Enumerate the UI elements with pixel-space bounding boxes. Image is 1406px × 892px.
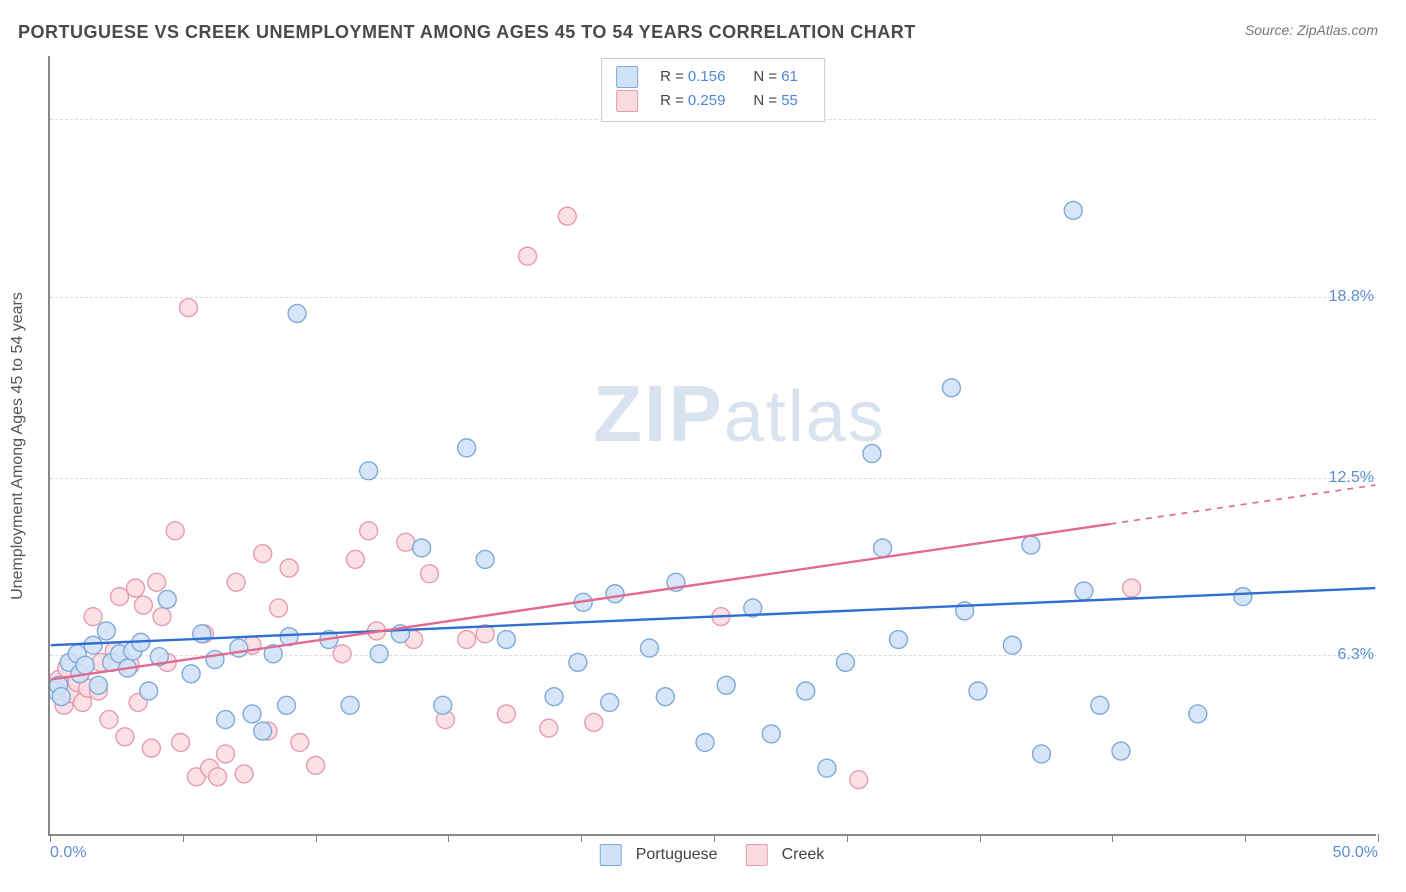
legend-swatch-creek: [746, 844, 768, 866]
stats-row-creek: R =0.259 N =55: [616, 89, 810, 113]
x-tick: [316, 834, 317, 842]
plot-area: ZIPatlas R =0.156 N =61 R =0.259 N =55 6…: [48, 56, 1376, 836]
trend-lines-layer: [50, 56, 1376, 834]
legend-item-creek: Creek: [746, 844, 825, 866]
correlation-stats-box: R =0.156 N =61 R =0.259 N =55: [601, 58, 825, 122]
page-title: PORTUGUESE VS CREEK UNEMPLOYMENT AMONG A…: [18, 22, 916, 43]
swatch-portuguese: [616, 66, 638, 88]
x-tick: [50, 834, 51, 842]
trendline-dashed-creek: [1110, 485, 1375, 524]
legend-swatch-portuguese: [600, 844, 622, 866]
trendline-portuguese: [51, 588, 1376, 645]
legend-label: Creek: [782, 846, 825, 864]
legend-item-portuguese: Portuguese: [600, 844, 718, 866]
legend-bottom: Portuguese Creek: [600, 844, 825, 866]
x-tick: [581, 834, 582, 842]
legend-label: Portuguese: [636, 846, 718, 864]
x-tick: [1112, 834, 1113, 842]
stats-row-portuguese: R =0.156 N =61: [616, 65, 810, 89]
x-tick: [980, 834, 981, 842]
x-tick: [714, 834, 715, 842]
x-tick: [847, 834, 848, 842]
chart-container: ZIPatlas R =0.156 N =61 R =0.259 N =55 6…: [48, 56, 1376, 836]
swatch-creek: [616, 90, 638, 112]
trendline-creek: [51, 524, 1111, 680]
source-attribution: Source: ZipAtlas.com: [1245, 22, 1378, 38]
x-tick: [1245, 834, 1246, 842]
x-tick-label: 50.0%: [1333, 844, 1378, 862]
y-axis-label: Unemployment Among Ages 45 to 54 years: [9, 292, 27, 600]
x-tick: [1378, 834, 1379, 842]
x-tick-label: 0.0%: [50, 844, 86, 862]
x-tick: [448, 834, 449, 842]
x-tick: [183, 834, 184, 842]
